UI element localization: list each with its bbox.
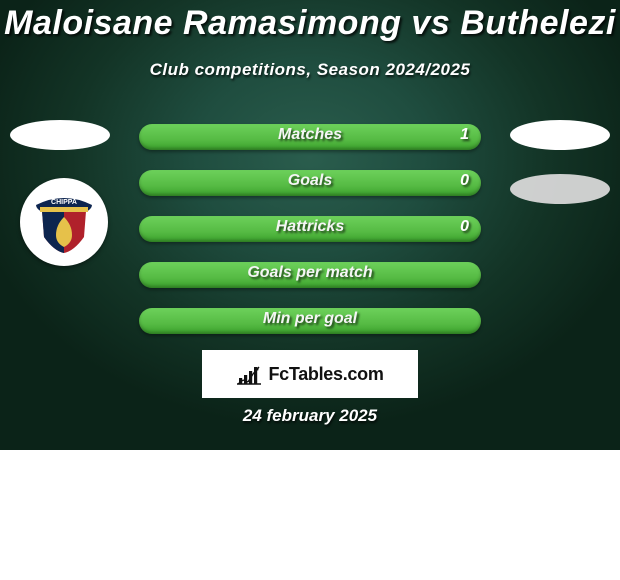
player1-club: CHIPPA: [20, 178, 120, 266]
stat-bar-matches: Matches 1: [139, 124, 481, 150]
stat-value: 0: [460, 218, 469, 236]
svg-text:CHIPPA: CHIPPA: [51, 199, 77, 206]
stat-label: Goals: [139, 172, 481, 190]
stat-label: Matches: [139, 126, 481, 144]
player1-avatar-placeholder: [10, 120, 110, 150]
date-label: 24 february 2025: [0, 406, 620, 426]
brand-label: FcTables.com: [268, 364, 383, 385]
subtitle: Club competitions, Season 2024/2025: [0, 60, 620, 80]
stat-bar-goals-per-match: Goals per match: [139, 262, 481, 288]
chippa-united-crest-icon: CHIPPA: [34, 189, 94, 255]
player2-club-placeholder: [510, 174, 610, 204]
stat-value: 1: [460, 126, 469, 144]
comparison-card: Maloisane Ramasimong vs Buthelezi Club c…: [0, 0, 620, 580]
stat-bar-hattricks: Hattricks 0: [139, 216, 481, 242]
club-badge-circle: CHIPPA: [20, 178, 108, 266]
stat-bar-goals: Goals 0: [139, 170, 481, 196]
stat-label: Hattricks: [139, 218, 481, 236]
page-title: Maloisane Ramasimong vs Buthelezi: [0, 4, 620, 43]
stat-bar-min-per-goal: Min per goal: [139, 308, 481, 334]
stats-bars: Matches 1 Goals 0 Hattricks 0 Goals per …: [139, 124, 481, 354]
stat-label: Min per goal: [139, 310, 481, 328]
player2-avatar-placeholder: [510, 120, 610, 150]
stat-label: Goals per match: [139, 264, 481, 282]
stat-value: 0: [460, 172, 469, 190]
bar-chart-icon: [236, 363, 262, 385]
brand-watermark: FcTables.com: [202, 350, 418, 398]
